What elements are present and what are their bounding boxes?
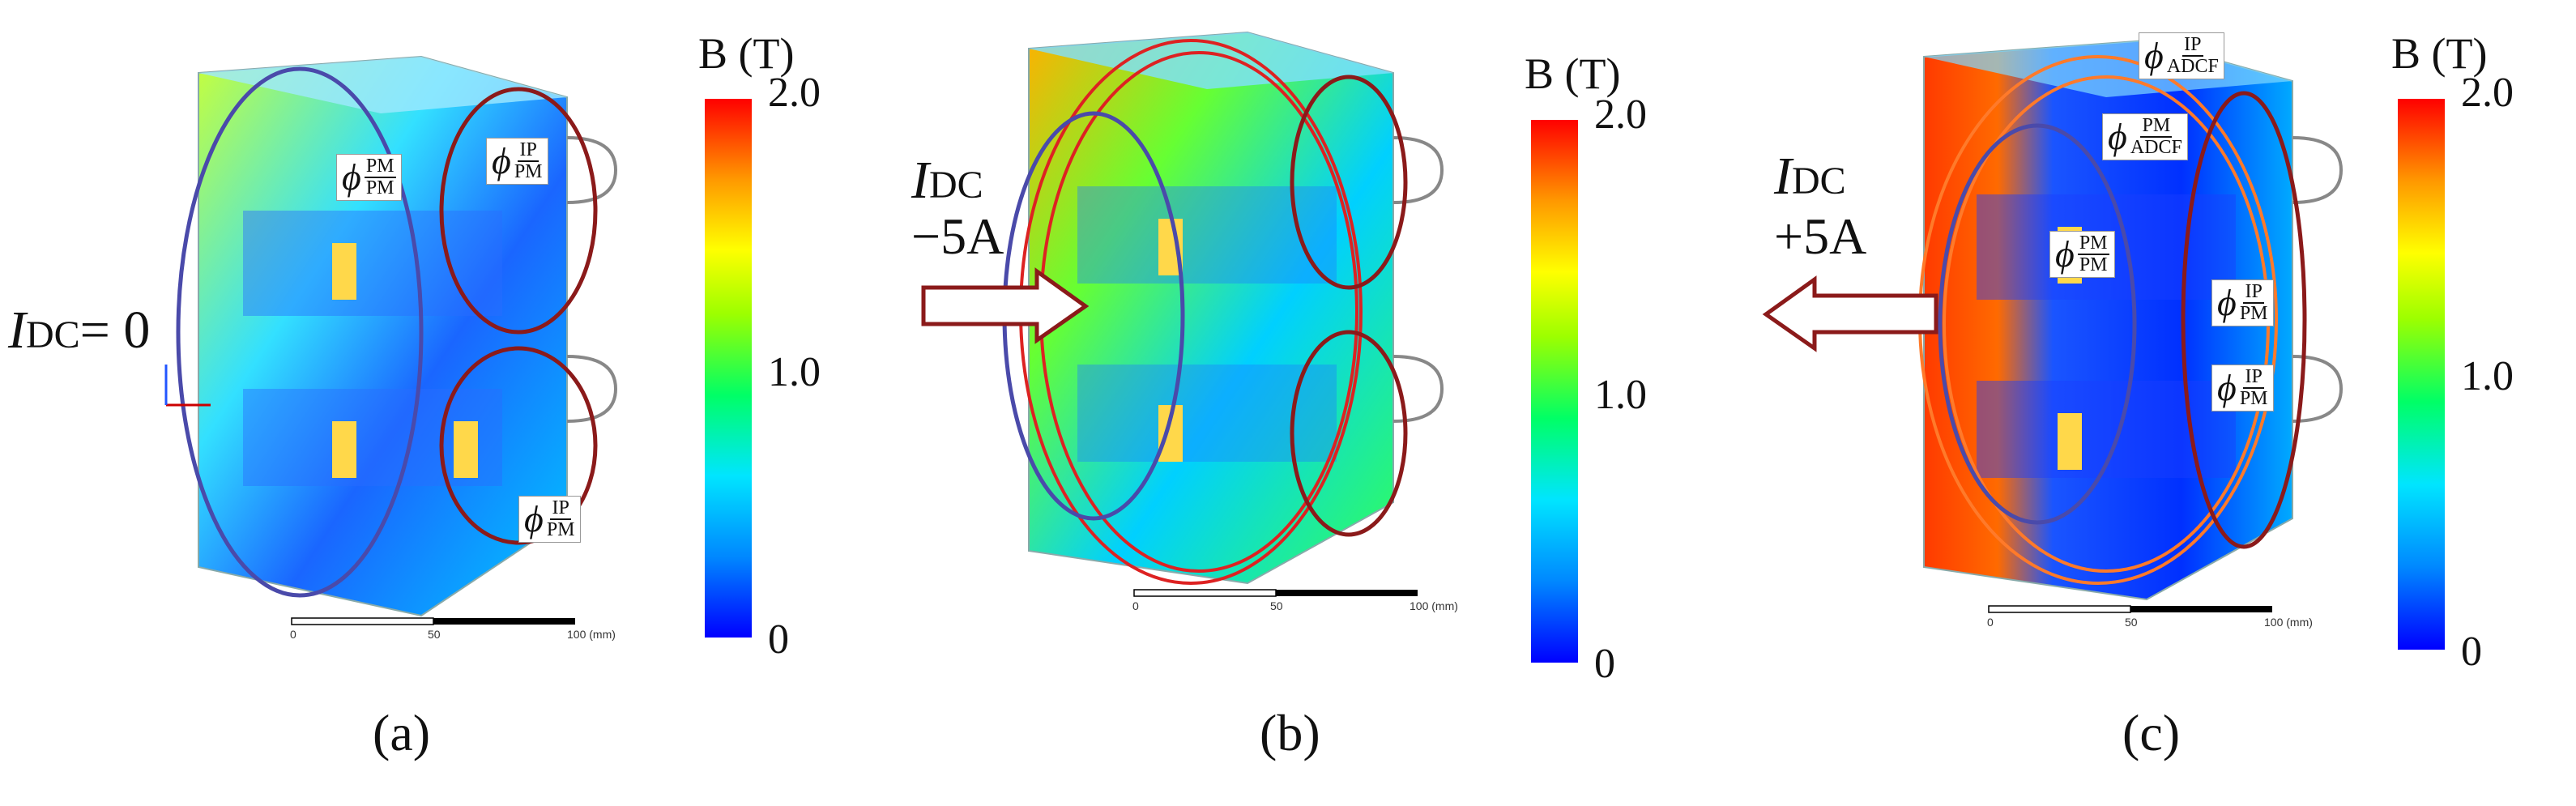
phi-symbol: ϕ [342, 156, 361, 198]
flux-label-ip-pm-upper-c: ϕ IP PM [2211, 279, 2274, 327]
idc-value: = 0 [79, 301, 151, 360]
panel-c-figure [1762, 39, 2445, 650]
frac-num: PM [364, 156, 396, 179]
panel-b-figure [921, 31, 1578, 663]
scale-tick-100-b: 100 (mm) [1410, 599, 1458, 612]
caption-a: (a) [373, 704, 431, 761]
frac-num: IP [550, 497, 571, 521]
frac-den: PM [365, 177, 395, 199]
colorbar-tick-min-b: 0 [1594, 641, 1615, 687]
idc-value-b: −5A [911, 207, 1004, 265]
colorbar-a [705, 99, 752, 638]
phi-symbol: ϕ [492, 140, 511, 182]
idc-label-c: IDC [1774, 146, 1846, 207]
colorbar-c [2398, 99, 2445, 650]
flux-label-ip-pm-lower-a: ϕ IP PM [518, 496, 581, 544]
phi-symbol: ϕ [524, 498, 544, 540]
colorbar-title-a: B (T) [698, 29, 795, 78]
frac-den: PM [2239, 388, 2268, 410]
colorbar-tick-min-a: 0 [768, 616, 789, 663]
idc-value-c: +5A [1774, 207, 1867, 265]
frac-den: ADCF [2166, 56, 2219, 78]
idc-label-a: IDC= 0 [8, 300, 150, 361]
flux-fraction: IP PM [2239, 281, 2268, 325]
scale-tick-50-b: 50 [1270, 599, 1283, 612]
frac-num: PM [2140, 115, 2173, 139]
idc-subscript: DC [1791, 160, 1846, 203]
colorbar-tick-mid-c: 1.0 [2461, 353, 2514, 399]
frac-num: IP [518, 139, 539, 163]
phi-symbol: ϕ [2144, 35, 2164, 77]
flux-label-ip-pm-lower-c: ϕ IP PM [2211, 365, 2274, 412]
panel-c: B (T) 2.0 1.0 0 IDC +5A ϕ IP ADCF ϕ PM ADC… [1717, 0, 2576, 806]
frac-num: IP [2243, 281, 2264, 305]
frac-num: IP [2243, 366, 2264, 390]
scale-tick-0-c: 0 [1987, 616, 1994, 629]
flux-label-pm-adcf-c: ϕ PM ADCF [2102, 113, 2188, 161]
frac-den: PM [514, 161, 543, 183]
flux-fraction: PM PM [364, 156, 396, 199]
panel-a-figure [164, 55, 752, 638]
core-model-c [1762, 39, 2344, 601]
frac-num: PM [2077, 232, 2109, 256]
idc-label-b: IDC [911, 150, 983, 211]
panel-a: B (T) 2.0 1.0 0 IDC= 0 ϕ PM PM ϕ IP PM ϕ I… [0, 0, 859, 806]
flux-label-pm-pm-a: ϕ PM PM [336, 154, 402, 202]
scale-tick-100-c: 100 (mm) [2264, 616, 2313, 629]
idc-symbol: I [8, 301, 26, 360]
idc-subscript: DC [25, 313, 80, 356]
colorbar-tick-mid-b: 1.0 [1594, 372, 1647, 418]
scale-bar-c [1988, 605, 2272, 613]
core-model-a [164, 55, 618, 617]
flux-label-ip-pm-upper-a: ϕ IP PM [486, 138, 548, 186]
colorbar-tick-max-c: 2.0 [2461, 70, 2514, 116]
colorbar-tick-max-a: 2.0 [768, 70, 821, 116]
idc-symbol: I [1774, 147, 1792, 206]
phi-symbol: ϕ [2108, 116, 2127, 158]
flux-fraction: IP PM [546, 497, 575, 541]
flux-label-pm-pm-c: ϕ PM PM [2049, 231, 2115, 279]
idc-subscript: DC [928, 164, 983, 207]
colorbar-tick-mid-a: 1.0 [768, 349, 821, 395]
scale-tick-50-c: 50 [2125, 616, 2138, 629]
core-model-b [921, 31, 1444, 585]
scale-tick-0-a: 0 [290, 628, 296, 641]
flux-fraction: PM PM [2077, 232, 2109, 276]
phi-symbol: ϕ [2055, 233, 2075, 275]
colorbar-title-c: B (T) [2391, 29, 2488, 78]
colorbar-b [1531, 120, 1578, 663]
frac-num: IP [2182, 34, 2203, 58]
colorbar-tick-max-b: 2.0 [1594, 92, 1647, 138]
colorbar-tick-min-c: 0 [2461, 629, 2482, 675]
caption-c: (c) [2122, 704, 2181, 761]
scale-tick-0-b: 0 [1132, 599, 1139, 612]
frac-den: PM [2079, 254, 2108, 276]
scale-bar-b [1133, 589, 1418, 597]
frac-den: ADCF [2130, 137, 2182, 159]
caption-b: (b) [1260, 704, 1320, 761]
scale-tick-100-a: 100 (mm) [567, 628, 616, 641]
scale-bar-a [291, 617, 575, 625]
flux-fraction: IP PM [514, 139, 543, 183]
frac-den: PM [2239, 303, 2268, 325]
flux-label-ip-adcf-c: ϕ IP ADCF [2139, 32, 2224, 80]
flux-fraction: IP PM [2239, 366, 2268, 410]
panel-b: B (T) 2.0 1.0 0 IDC −5A 0 50 100 (mm) (b… [859, 0, 1717, 806]
idc-symbol: I [911, 151, 929, 210]
flux-fraction: IP ADCF [2166, 34, 2219, 78]
colorbar-title-b: B (T) [1525, 49, 1621, 98]
scale-tick-50-a: 50 [428, 628, 441, 641]
phi-symbol: ϕ [2217, 367, 2237, 409]
frac-den: PM [546, 519, 575, 541]
flux-fraction: PM ADCF [2130, 115, 2182, 159]
phi-symbol: ϕ [2217, 282, 2237, 324]
